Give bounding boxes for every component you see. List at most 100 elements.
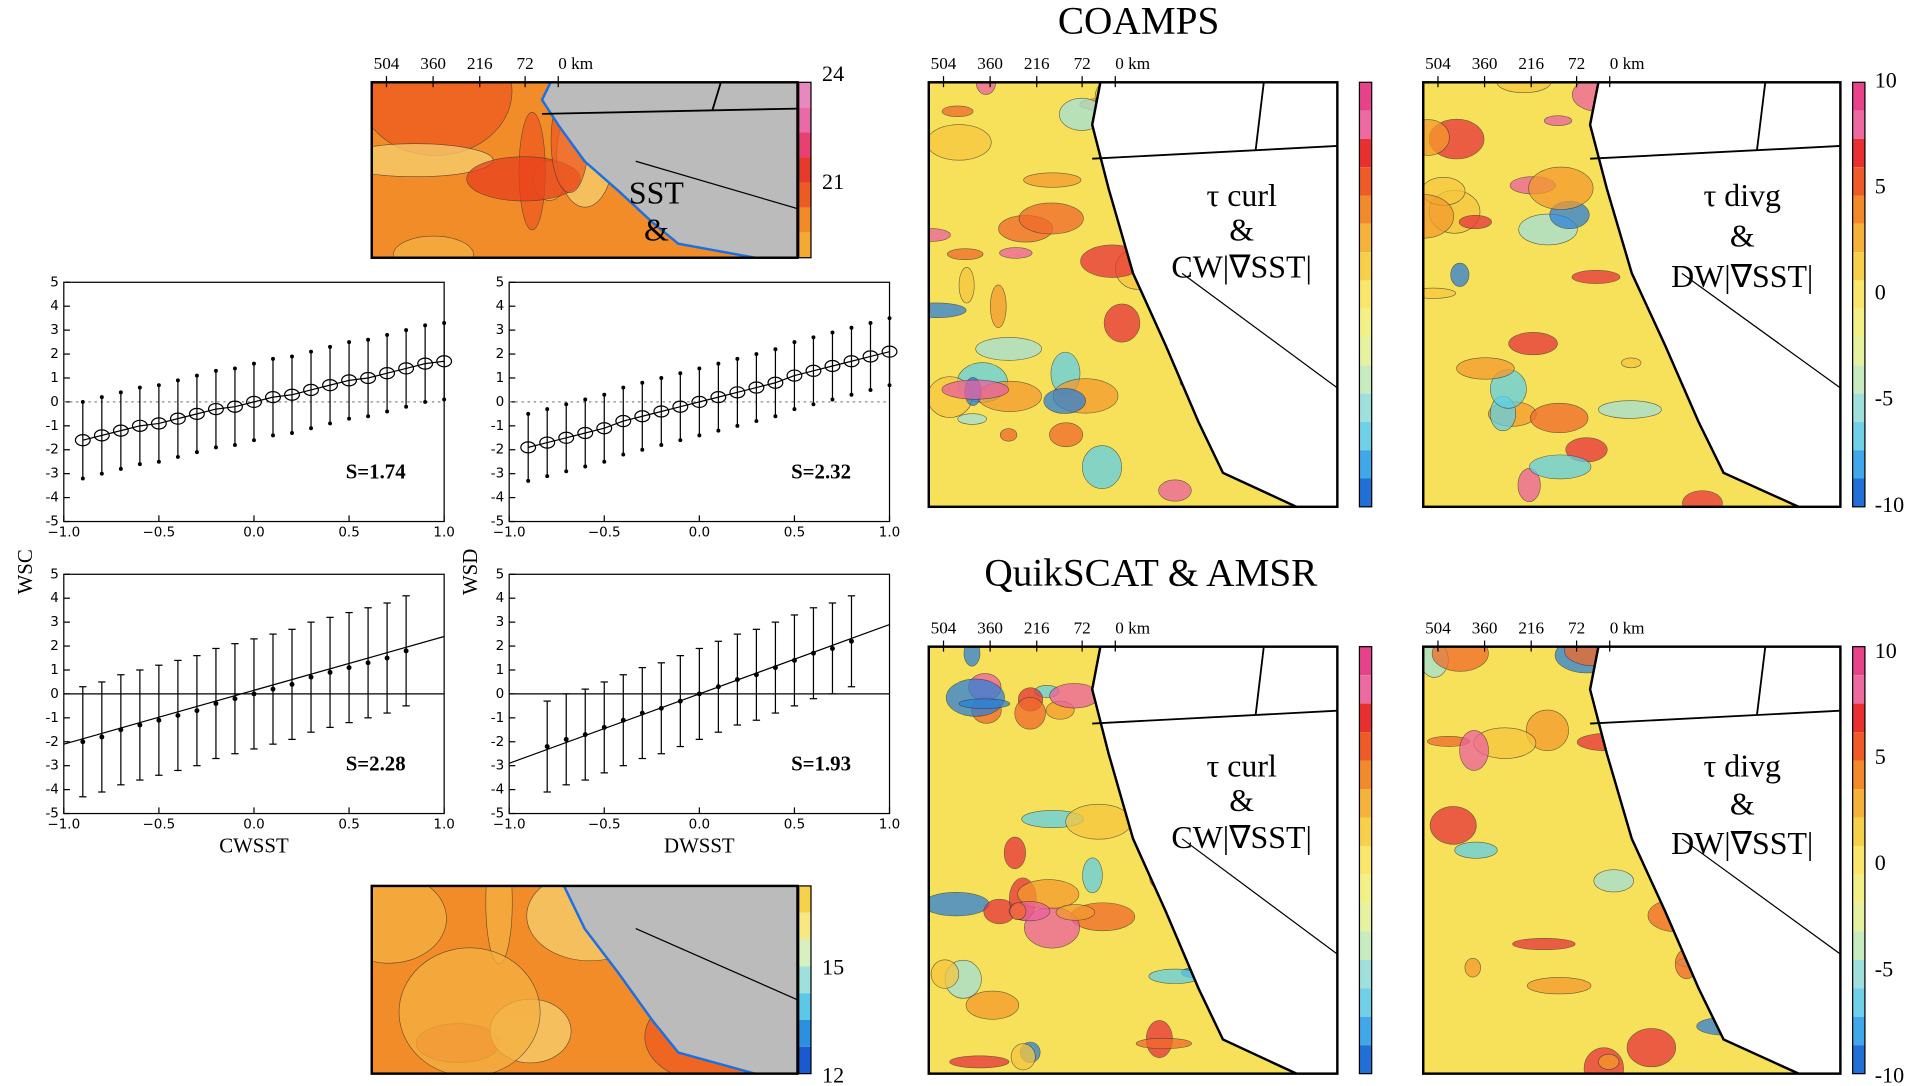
error-end (156, 459, 161, 464)
panel-label: τ curl (1206, 178, 1277, 213)
colorbar-cell (1852, 760, 1865, 789)
colorbar-cell (1852, 788, 1865, 818)
error-end (583, 464, 588, 469)
map-frame (1422, 81, 1842, 509)
map-frame (927, 81, 1339, 509)
colorbar-cell (1359, 1045, 1372, 1074)
error-end (366, 414, 371, 419)
error-end (232, 366, 237, 371)
colorbar-cell (1852, 1016, 1865, 1046)
y-tick-label: -3 (45, 758, 58, 774)
map-blob (1049, 422, 1084, 448)
border (1181, 272, 1338, 389)
km-label: 504 (1425, 54, 1451, 73)
colorbar-cell (1359, 646, 1372, 676)
x-tick-label: 0.0 (243, 817, 264, 833)
map-body (371, 82, 798, 258)
error-end (328, 344, 333, 349)
error-end (526, 478, 531, 483)
colorbar-label: 15 (822, 954, 844, 979)
x-tick-label: 1.0 (433, 525, 454, 541)
map-blob (941, 105, 974, 118)
y-tick-label: -4 (45, 490, 58, 506)
y-tick-label: -1 (491, 418, 504, 434)
mean-marker (634, 410, 651, 423)
colorbar-cell (798, 232, 811, 258)
map-blob (1512, 937, 1576, 951)
colorbar-cell (1359, 138, 1372, 168)
mean-marker (169, 412, 186, 425)
y-tick-label: -1 (491, 710, 504, 726)
panel-label: DW|∇SST| (1671, 826, 1813, 861)
colorbar-cell (1852, 478, 1865, 507)
map-blob (999, 247, 1033, 259)
coastline (1588, 646, 1800, 1074)
error-end (621, 452, 626, 457)
coastline (1090, 646, 1298, 1074)
error-end (271, 433, 275, 438)
error-end (659, 443, 664, 447)
panel-label: & (1730, 219, 1755, 254)
colorbar-cell (1359, 817, 1372, 846)
error-end (830, 397, 835, 402)
km-label: 0 km (1115, 54, 1150, 73)
map-blob (1158, 479, 1192, 502)
slope-annotation: S=2.28 (346, 751, 406, 775)
x-tick-label: 0.5 (784, 817, 805, 833)
y-tick-label: 4 (496, 298, 505, 314)
map-blob (1526, 977, 1592, 995)
y-tick-label: -5 (491, 514, 504, 530)
mean-marker (558, 431, 575, 444)
colorbar-frame (1852, 81, 1866, 508)
km-label: 0 km (1610, 618, 1645, 637)
km-label: 216 (1518, 54, 1544, 73)
mean-marker (284, 388, 300, 401)
error-end (830, 330, 835, 335)
colorbar-cell (1852, 845, 1865, 875)
y-tick-label: 0 (496, 686, 505, 702)
land (1590, 646, 1841, 1074)
error-end (773, 414, 778, 419)
map-panel (370, 81, 799, 259)
colorbar-cell (1852, 450, 1865, 479)
error-end (99, 395, 104, 400)
map-blob (930, 959, 960, 989)
map-frame (1422, 645, 1842, 1075)
mean-marker (327, 669, 333, 675)
x-tick-label: 0.0 (243, 525, 264, 541)
error-end (621, 385, 626, 390)
mean-marker (303, 383, 320, 397)
map-blob (1003, 836, 1026, 870)
mean-marker (748, 381, 765, 394)
colorbar-cell (1852, 223, 1865, 253)
map-blob (1023, 172, 1082, 188)
border (542, 107, 798, 115)
coastline (1588, 82, 1800, 507)
mean-marker (232, 696, 238, 702)
error-end (309, 349, 313, 354)
colorbar-cell (1359, 421, 1372, 451)
km-label: 0 km (1610, 54, 1645, 73)
colorbar-cell (798, 107, 811, 133)
colorbar-cell (1852, 393, 1865, 422)
map-blob (946, 248, 984, 260)
error-end (309, 426, 313, 431)
x-tick-label: 1.0 (879, 817, 900, 833)
y-tick-label: 2 (50, 638, 59, 654)
x-tick-label: 0.5 (784, 525, 805, 541)
mean-marker (544, 744, 550, 750)
error-end (602, 459, 607, 464)
colorbar-cell (1852, 82, 1865, 111)
y-tick-label: 4 (50, 298, 59, 314)
error-end (442, 320, 447, 325)
map-blob (1529, 454, 1592, 480)
km-label: 216 (1024, 54, 1050, 73)
colorbar-cell (1852, 988, 1865, 1017)
colorbar-cell (1852, 703, 1865, 733)
mean-marker (539, 436, 556, 449)
colorbar-cell (1359, 959, 1372, 989)
error-end (640, 380, 645, 385)
mean-marker (710, 390, 727, 404)
colorbar-cell (1359, 252, 1372, 281)
y-tick-label: 0 (50, 394, 59, 410)
